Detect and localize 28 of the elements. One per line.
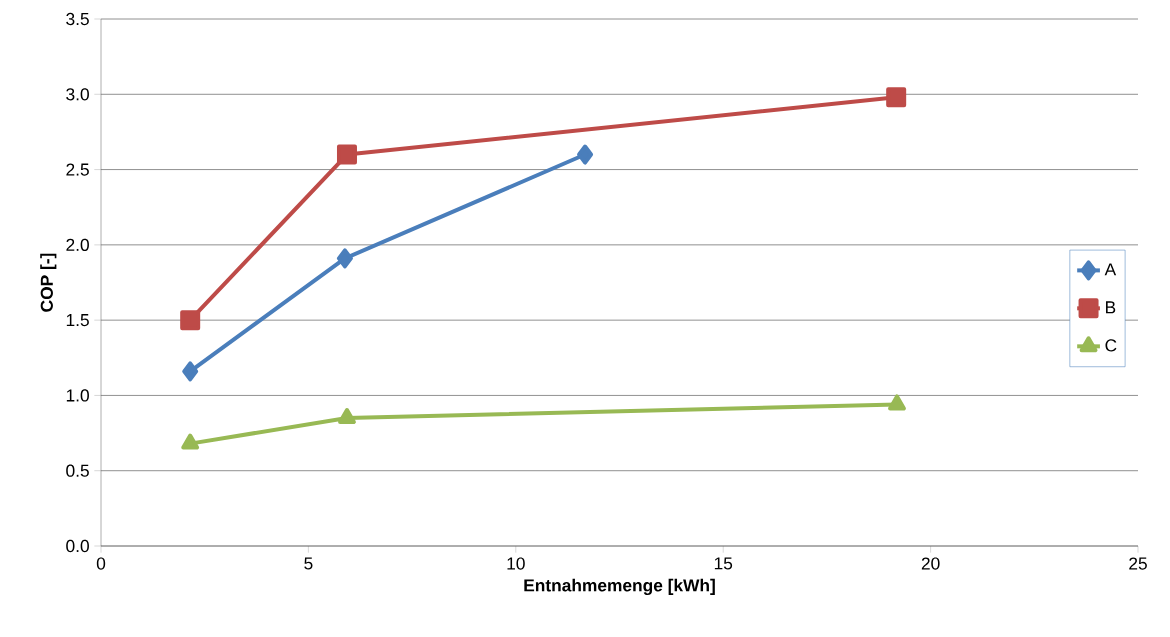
x-tick-label: 5 bbox=[304, 557, 313, 570]
point bbox=[886, 87, 907, 108]
x-tick-label: 25 bbox=[1129, 557, 1147, 570]
point bbox=[888, 394, 906, 411]
x-tick-label: 10 bbox=[507, 557, 525, 570]
point bbox=[180, 310, 201, 331]
y-tick-label: 3.5 bbox=[66, 12, 89, 26]
y-tick-label: 0.5 bbox=[66, 464, 89, 477]
y-tick-label: 1.5 bbox=[66, 314, 89, 327]
point bbox=[338, 408, 356, 425]
point bbox=[336, 144, 357, 165]
y-tick-label: 2.0 bbox=[66, 238, 89, 251]
legend-label: A bbox=[1104, 263, 1117, 276]
x-tick-label: 0 bbox=[96, 557, 106, 570]
y-tick-label: 3.0 bbox=[66, 88, 89, 101]
y-axis-title: COP [-] bbox=[40, 253, 57, 312]
legend-label: C bbox=[1105, 339, 1117, 352]
point bbox=[336, 248, 353, 269]
y-tick-label: 0.0 bbox=[66, 539, 89, 553]
y-tick-label: 2.5 bbox=[66, 163, 89, 176]
point bbox=[182, 361, 199, 382]
legend-label: B bbox=[1106, 301, 1116, 314]
x-axis-title: Entnahmemenge [kWh] bbox=[524, 578, 715, 596]
point bbox=[181, 433, 200, 450]
point bbox=[577, 144, 594, 165]
x-tick-label: 15 bbox=[714, 557, 733, 570]
x-tick-label: 20 bbox=[921, 557, 940, 570]
y-tick-label: 1.0 bbox=[66, 389, 89, 402]
